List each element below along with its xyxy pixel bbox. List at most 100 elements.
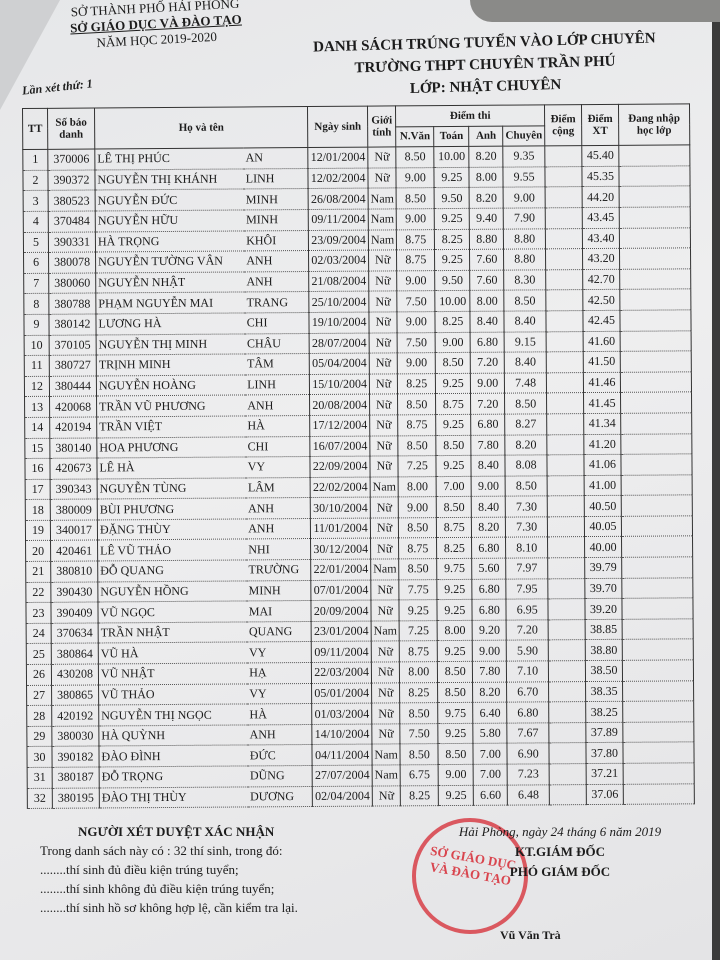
birth-date: 05/04/2004 (309, 353, 370, 375)
given-name: VY (247, 641, 312, 663)
surname: BÙI PHƯƠNG (97, 498, 247, 520)
enrolled-class (621, 536, 693, 558)
birth-date: 11/01/2004 (310, 517, 371, 539)
surname: LÊ VŨ THẢO (97, 539, 247, 562)
col-chuyen: Chuyên (502, 125, 545, 147)
birth-date: 14/10/2004 (312, 723, 372, 745)
surname: NGUYỄN ĐỨC (95, 189, 244, 211)
score-van: 8.50 (398, 435, 437, 456)
enrolled-class (622, 701, 694, 723)
score-toan: 9.25 (437, 599, 473, 621)
score-toan: 8.75 (436, 517, 472, 539)
total-score: 38.50 (585, 660, 623, 682)
score-chuyen: 7.95 (506, 578, 548, 600)
surname: VŨ HÀ (98, 642, 248, 665)
enrolled-class (623, 783, 695, 805)
score-anh: 6.80 (472, 599, 507, 621)
bonus-score (548, 742, 587, 764)
birth-date: 19/10/2004 (309, 312, 370, 334)
signature-block: Hải Phòng, ngày 24 tháng 6 năm 2019 KT.G… (430, 822, 690, 882)
candidate-id: 380187 (52, 766, 100, 788)
birth-date: 12/01/2004 (308, 147, 368, 169)
score-toan: 9.25 (435, 414, 472, 436)
enrolled-class (619, 227, 691, 249)
score-van: 9.00 (397, 311, 436, 333)
bonus-score (547, 516, 585, 538)
given-name: LINH (243, 168, 309, 190)
score-toan: 8.25 (435, 311, 471, 333)
score-toan: 8.50 (437, 661, 473, 683)
score-van: 9.00 (398, 496, 437, 518)
score-chuyen: 7.30 (505, 516, 548, 538)
candidate-id: 380864 (51, 643, 99, 665)
col-tt: TT (22, 108, 48, 150)
given-name: AN (243, 147, 309, 169)
surname: TRẦN VIỆT (96, 415, 246, 438)
surname: TRẦN VŨ PHƯƠNG (96, 395, 246, 417)
score-toan: 8.50 (437, 681, 473, 703)
score-toan: 8.00 (437, 620, 473, 642)
surname: PHẠM NGUYỄN MAI (95, 292, 245, 314)
enrolled-class (622, 659, 694, 681)
given-name: ANH (247, 724, 313, 746)
score-toan: 9.25 (434, 167, 470, 188)
enrolled-class (621, 515, 693, 537)
score-van: 8.25 (400, 785, 439, 807)
row-number: 29 (26, 726, 52, 747)
score-anh: 7.20 (470, 352, 505, 374)
enrolled-class (620, 350, 692, 373)
given-name: NHI (246, 538, 311, 561)
bonus-score (546, 372, 584, 394)
score-toan: 9.50 (434, 187, 470, 209)
score-anh: 8.20 (469, 146, 504, 168)
given-name: KHÔI (244, 230, 309, 252)
gender: Nữ (369, 373, 398, 395)
birth-date: 22/01/2004 (310, 559, 371, 581)
score-van: 8.75 (397, 414, 437, 436)
score-van: 8.50 (397, 393, 436, 415)
enrolled-class (620, 433, 692, 455)
given-name: MINH (243, 188, 309, 210)
birth-date: 12/02/2004 (308, 167, 369, 189)
birth-date: 28/07/2004 (309, 332, 370, 354)
surname: LƯƠNG HÀ (95, 312, 245, 335)
score-van: 9.00 (396, 270, 436, 292)
enrolled-class (620, 330, 692, 352)
candidate-id: 420673 (49, 458, 98, 480)
surname: LÊ THỊ PHÚC (94, 148, 244, 170)
score-chuyen: 8.40 (504, 351, 547, 373)
given-name: LÂM (245, 477, 311, 499)
enrolled-class (620, 453, 693, 476)
birth-date: 15/10/2004 (309, 373, 370, 395)
candidate-id: 380788 (48, 293, 96, 315)
score-anh: 7.20 (470, 393, 505, 415)
score-toan: 9.25 (437, 579, 473, 600)
enrolled-class (621, 474, 693, 496)
row-number: 30 (26, 746, 53, 768)
score-anh: 8.00 (469, 166, 504, 188)
score-chuyen: 8.80 (503, 228, 546, 250)
reviewer-title: NGƯỜI XÉT DUYỆT XÁC NHẬN (78, 824, 275, 839)
gender: Nữ (370, 517, 399, 539)
score-chuyen: 7.97 (505, 557, 548, 579)
birth-date: 20/09/2004 (311, 600, 372, 622)
signer-name: Vũ Văn Trà (500, 928, 561, 942)
birth-date: 27/07/2004 (312, 765, 373, 787)
row-number: 10 (24, 334, 50, 356)
score-chuyen: 7.23 (507, 763, 550, 785)
enrolled-class (622, 618, 694, 640)
enrolled-class (619, 268, 691, 290)
score-anh: 6.80 (470, 414, 506, 435)
birth-date: 17/12/2004 (309, 414, 370, 436)
score-anh: 7.80 (472, 661, 507, 682)
score-toan: 9.75 (437, 702, 474, 724)
score-anh: 9.00 (472, 640, 507, 662)
bonus-score (544, 166, 583, 188)
score-toan: 8.50 (438, 743, 474, 765)
col-anh: Anh (468, 125, 504, 147)
score-van: 8.75 (399, 641, 438, 662)
candidate-id: 390430 (50, 581, 98, 603)
score-toan: 7.00 (436, 476, 472, 497)
candidate-id: 380523 (48, 190, 96, 212)
total-score: 38.35 (585, 680, 623, 702)
